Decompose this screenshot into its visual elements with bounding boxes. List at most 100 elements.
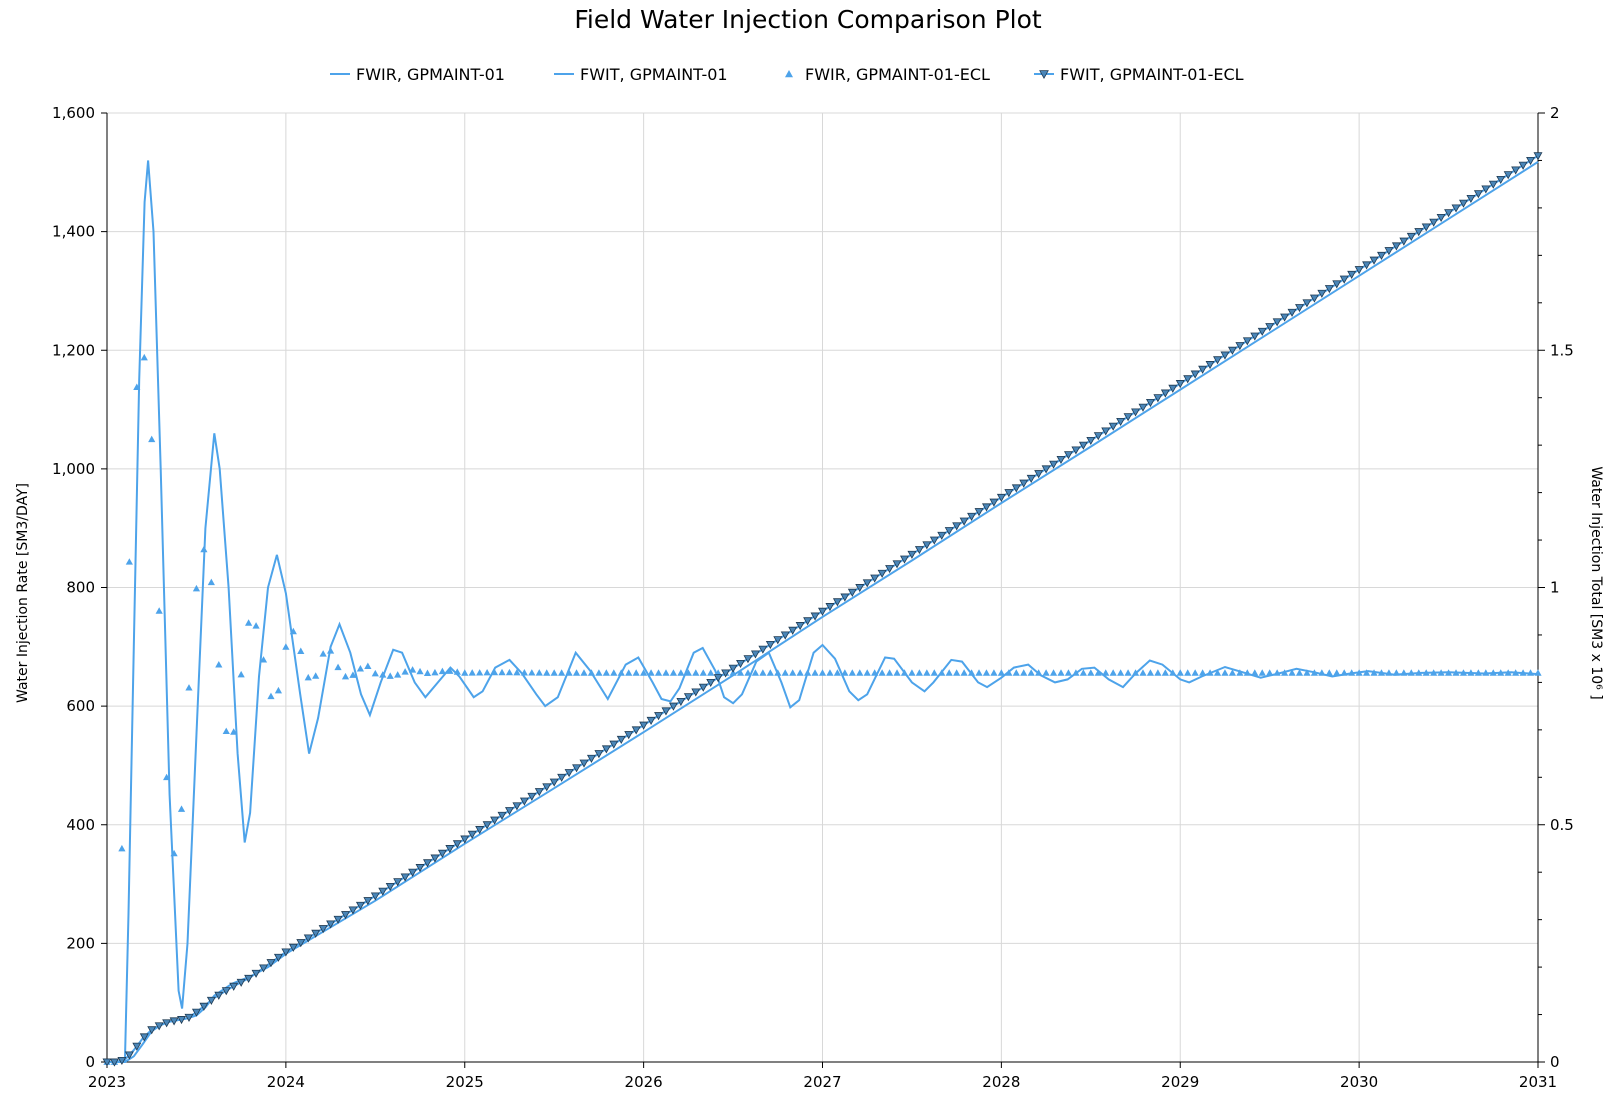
data-point-marker	[1518, 161, 1528, 170]
data-point-marker	[497, 811, 507, 820]
data-point-marker	[1295, 669, 1304, 676]
data-point-marker	[1123, 413, 1133, 422]
data-point-marker	[1533, 152, 1543, 161]
data-point-marker	[1169, 669, 1177, 676]
data-point-marker	[1287, 308, 1297, 317]
data-point-marker	[191, 1008, 201, 1017]
data-point-marker	[1496, 175, 1506, 185]
data-point-marker	[1063, 451, 1073, 460]
data-point-marker	[1064, 669, 1073, 676]
data-point-marker	[714, 669, 722, 676]
y-right-tick-label: 1.5	[1550, 341, 1574, 359]
data-point-marker	[818, 607, 827, 616]
data-point-marker	[1526, 157, 1536, 166]
data-point-marker	[542, 783, 552, 792]
y-left-tick-label: 1,400	[52, 223, 95, 241]
data-point-marker	[1116, 417, 1126, 427]
data-point-marker	[1406, 232, 1416, 241]
data-point-marker	[1094, 669, 1102, 676]
data-point-marker	[490, 816, 500, 825]
data-point-marker	[953, 669, 961, 676]
data-point-marker	[1206, 669, 1214, 676]
data-point-marker	[303, 934, 313, 943]
data-point-marker	[1421, 223, 1431, 232]
x-tick-label: 2027	[803, 1073, 841, 1091]
data-point-marker	[833, 669, 842, 676]
data-point-marker	[1250, 332, 1260, 341]
data-point-marker	[513, 668, 521, 676]
data-point-marker	[1265, 323, 1275, 332]
data-point-marker	[467, 830, 477, 839]
data-point-marker	[1041, 465, 1051, 474]
data-point-marker	[1429, 218, 1439, 227]
data-point-marker	[341, 911, 350, 920]
data-point-marker	[1339, 275, 1349, 284]
data-point-marker	[139, 1033, 149, 1042]
data-point-marker	[572, 764, 582, 773]
data-point-marker	[550, 669, 558, 676]
series-fwit-gpmaint-01-ecl	[102, 152, 1543, 1067]
data-point-marker	[944, 527, 954, 536]
data-point-marker	[721, 669, 731, 678]
data-point-marker	[1318, 669, 1326, 676]
data-point-marker	[1131, 408, 1141, 417]
data-point-marker	[512, 802, 522, 811]
data-point-marker	[1220, 351, 1230, 360]
legend-item: FWIT, GPMAINT-01-ECL	[1034, 65, 1244, 84]
data-point-marker	[668, 702, 678, 711]
data-point-marker	[773, 636, 783, 645]
data-point-marker	[1072, 669, 1080, 676]
data-point-marker	[1027, 669, 1035, 676]
data-point-marker	[780, 631, 790, 640]
x-tick-label: 2029	[1161, 1073, 1199, 1091]
data-point-marker	[1056, 455, 1066, 465]
y-left-tick-label: 1,200	[52, 341, 95, 359]
data-point-marker	[610, 669, 618, 676]
y-axis-left-title: Water Injection Rate [SM3/DAY]	[15, 483, 31, 703]
data-point-marker	[1303, 669, 1311, 676]
data-point-marker	[579, 759, 589, 768]
data-point-marker	[438, 667, 446, 675]
data-point-marker	[349, 671, 357, 678]
data-point-marker	[1176, 669, 1184, 676]
data-point-marker	[616, 735, 626, 744]
data-point-marker	[1251, 669, 1259, 676]
data-point-marker	[1071, 446, 1081, 455]
y-left-tick-label: 800	[66, 579, 95, 597]
data-point-marker	[356, 664, 365, 672]
x-tick-label: 2023	[88, 1073, 126, 1091]
data-point-marker	[311, 929, 321, 938]
data-point-marker	[206, 996, 216, 1005]
data-point-marker	[408, 666, 417, 673]
data-point-marker	[565, 669, 573, 676]
data-point-marker	[1273, 669, 1281, 676]
data-point-marker	[1400, 669, 1408, 676]
data-point-marker	[765, 641, 775, 650]
legend: FWIR, GPMAINT-01 FWIT, GPMAINT-01 FWIR, GP…	[330, 65, 1244, 84]
data-point-marker	[1473, 190, 1483, 199]
data-point-marker	[520, 668, 528, 676]
data-point-marker	[341, 672, 350, 680]
data-point-marker	[445, 845, 455, 854]
legend-label: FWIR, GPMAINT-01-ECL	[805, 65, 990, 84]
data-point-marker	[1131, 669, 1140, 676]
data-point-marker	[222, 727, 230, 735]
data-point-marker	[938, 669, 946, 676]
data-point-marker	[632, 669, 640, 676]
data-point-marker	[1049, 669, 1058, 676]
data-point-marker	[259, 656, 268, 663]
data-point-marker	[163, 773, 171, 781]
data-point-marker	[1011, 484, 1021, 493]
data-point-marker	[1430, 669, 1438, 676]
x-tick-label: 2024	[267, 1073, 305, 1091]
y-right-tick-label: 0.5	[1550, 816, 1574, 834]
data-point-marker	[1227, 346, 1237, 355]
data-point-marker	[1362, 669, 1371, 676]
data-point-marker	[669, 669, 678, 676]
data-point-marker	[1057, 669, 1065, 676]
data-point-marker	[1145, 399, 1155, 408]
data-point-marker	[348, 906, 358, 915]
data-point-marker	[803, 669, 812, 676]
data-point-marker	[996, 493, 1006, 502]
